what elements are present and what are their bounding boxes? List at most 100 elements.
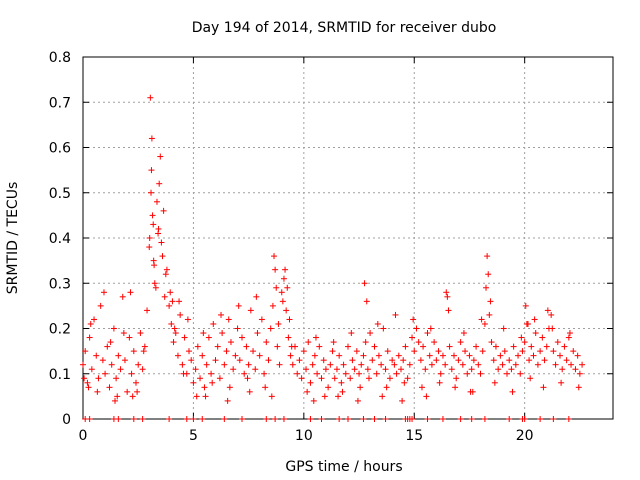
data-point bbox=[172, 330, 179, 337]
x-tick-label: 15 bbox=[405, 428, 423, 444]
data-point bbox=[530, 352, 537, 359]
data-point bbox=[168, 320, 175, 327]
data-point bbox=[163, 266, 170, 273]
data-point bbox=[453, 375, 460, 382]
data-point bbox=[392, 311, 399, 318]
data-point bbox=[210, 320, 217, 327]
data-point bbox=[486, 311, 493, 318]
data-point bbox=[283, 307, 290, 314]
data-point bbox=[329, 348, 336, 355]
data-point bbox=[379, 393, 386, 400]
data-point bbox=[565, 416, 572, 422]
data-point bbox=[367, 330, 374, 337]
data-point bbox=[115, 416, 122, 422]
data-point bbox=[190, 379, 197, 386]
data-point bbox=[460, 330, 467, 337]
data-point bbox=[400, 357, 407, 364]
x-tick-label: 10 bbox=[295, 428, 313, 444]
data-point bbox=[331, 375, 338, 382]
data-point bbox=[148, 135, 155, 142]
data-point bbox=[110, 325, 117, 332]
data-point bbox=[254, 330, 261, 337]
data-point bbox=[356, 370, 363, 377]
data-point bbox=[483, 284, 490, 291]
data-point bbox=[351, 366, 358, 373]
data-point bbox=[276, 361, 283, 368]
data-point bbox=[422, 366, 429, 373]
data-point bbox=[477, 370, 484, 377]
data-point bbox=[274, 343, 281, 350]
data-point bbox=[294, 370, 301, 377]
data-point bbox=[82, 348, 89, 355]
data-point bbox=[197, 375, 204, 382]
data-point bbox=[442, 361, 449, 368]
y-tick-label: 0.8 bbox=[49, 50, 71, 66]
data-point bbox=[224, 397, 231, 404]
data-point bbox=[541, 357, 548, 364]
data-point bbox=[364, 366, 371, 373]
data-point bbox=[340, 361, 347, 368]
data-point bbox=[320, 357, 327, 364]
data-point bbox=[112, 397, 119, 404]
data-point bbox=[312, 334, 319, 341]
data-point bbox=[232, 352, 239, 359]
data-point bbox=[267, 325, 274, 332]
data-point bbox=[227, 339, 234, 346]
data-point bbox=[361, 280, 368, 287]
data-point bbox=[517, 370, 524, 377]
data-point bbox=[307, 416, 314, 422]
data-point bbox=[247, 307, 254, 314]
data-point bbox=[243, 343, 250, 350]
data-point bbox=[304, 388, 311, 395]
data-point bbox=[134, 388, 141, 395]
data-point bbox=[389, 357, 396, 364]
data-point bbox=[393, 370, 400, 377]
data-point bbox=[500, 325, 507, 332]
data-point bbox=[167, 289, 174, 296]
data-point bbox=[436, 379, 443, 386]
data-point bbox=[130, 348, 137, 355]
data-point bbox=[115, 352, 122, 359]
data-point bbox=[457, 416, 464, 422]
data-point bbox=[398, 366, 404, 373]
y-tick-labels: 0 0.1 0.2 0.3 0.4 0.5 0.6 0.7 0.8 bbox=[49, 50, 71, 428]
data-point bbox=[188, 357, 195, 364]
data-point bbox=[411, 348, 418, 355]
data-point bbox=[506, 416, 513, 422]
data-point bbox=[263, 339, 270, 346]
data-point bbox=[219, 330, 226, 337]
data-point bbox=[91, 316, 98, 323]
data-point bbox=[99, 357, 106, 364]
data-point bbox=[181, 334, 188, 341]
data-point bbox=[221, 416, 228, 422]
data-point bbox=[568, 361, 575, 368]
data-point bbox=[466, 352, 473, 359]
data-point bbox=[510, 343, 517, 350]
data-point bbox=[468, 366, 475, 373]
data-point bbox=[420, 343, 427, 350]
data-point bbox=[495, 366, 502, 373]
y-tick-label: 0.7 bbox=[49, 95, 71, 111]
data-point bbox=[499, 361, 506, 368]
data-point bbox=[158, 239, 165, 246]
data-point bbox=[280, 416, 287, 422]
data-point bbox=[305, 339, 312, 346]
data-point bbox=[314, 370, 321, 377]
data-point bbox=[160, 207, 167, 214]
data-point bbox=[268, 393, 275, 400]
data-point bbox=[171, 325, 178, 332]
data-point bbox=[464, 370, 471, 377]
data-point bbox=[521, 339, 528, 346]
data-point bbox=[508, 366, 515, 373]
data-point bbox=[303, 366, 310, 373]
data-point bbox=[84, 379, 91, 386]
data-point bbox=[423, 393, 430, 400]
data-point bbox=[155, 225, 162, 232]
data-point bbox=[199, 416, 206, 422]
x-tick-label: 5 bbox=[189, 428, 198, 444]
data-point bbox=[557, 352, 563, 359]
data-point bbox=[300, 348, 307, 355]
data-point bbox=[130, 416, 137, 422]
data-point bbox=[384, 348, 391, 355]
data-point bbox=[570, 348, 577, 355]
